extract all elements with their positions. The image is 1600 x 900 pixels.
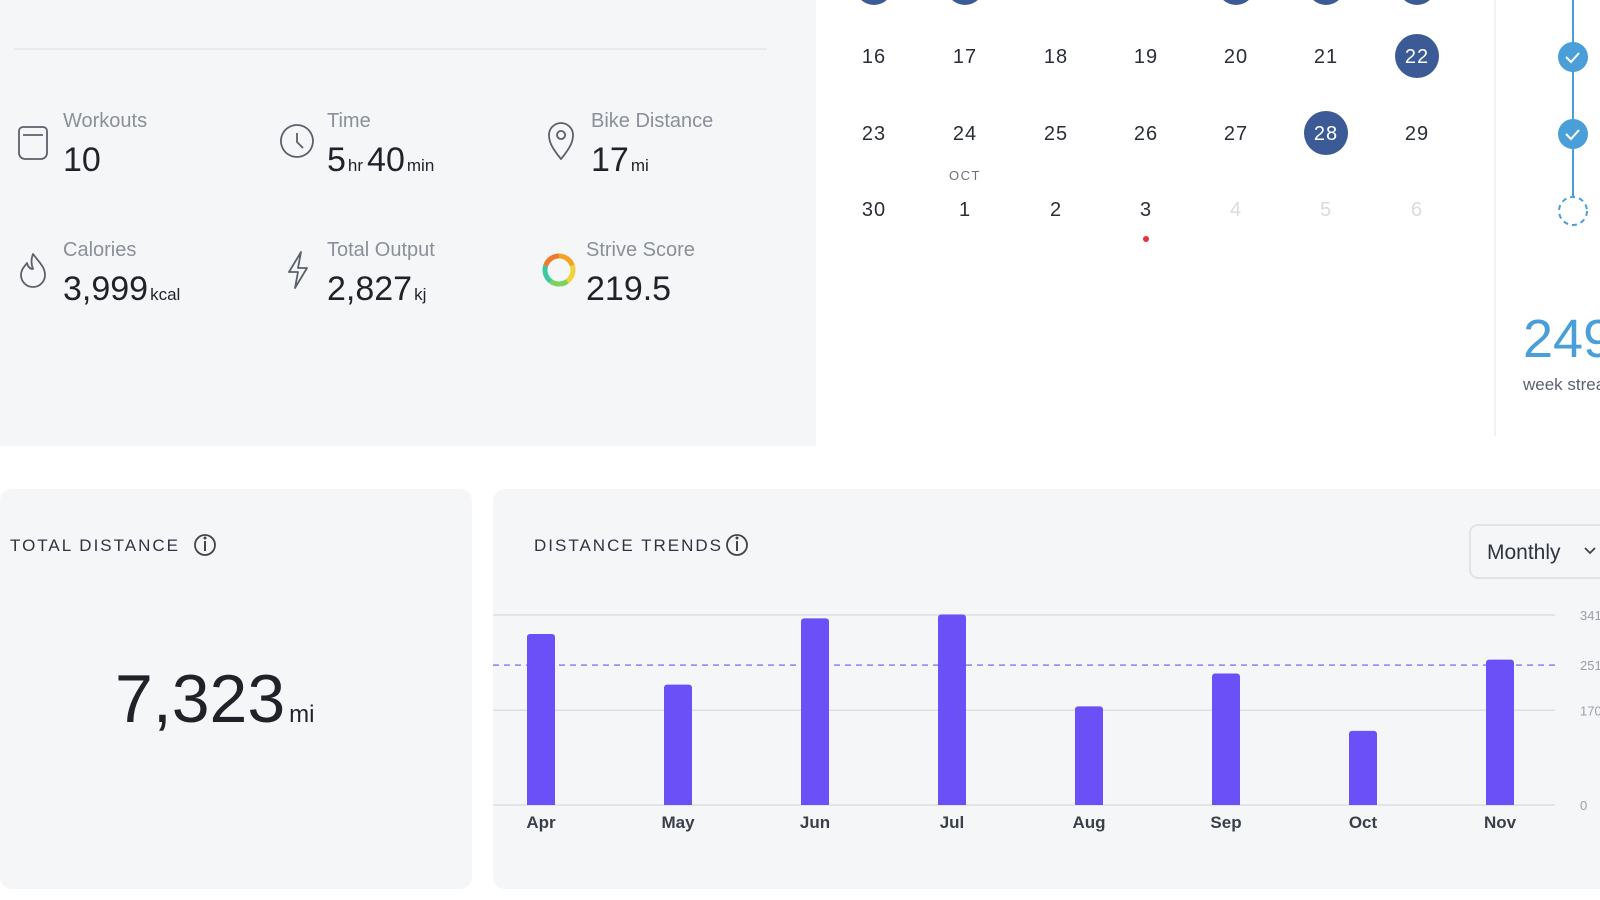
calendar-background: [816, 0, 1600, 446]
x-tick-label: Apr: [526, 813, 556, 832]
info-icon[interactable]: [194, 534, 216, 556]
selected-day: [1395, 34, 1439, 78]
section-title: TOTAL DISTANCE: [10, 536, 180, 555]
calendar-day: 3: [1140, 199, 1152, 221]
stat-label: Workouts: [63, 110, 147, 132]
section-title: DISTANCE TRENDS: [534, 536, 723, 555]
bar: [1212, 673, 1240, 805]
total-distance-unit: mi: [289, 701, 314, 728]
total-distance-value: 7,323: [115, 661, 285, 737]
stat-label: Bike Distance: [591, 110, 713, 132]
calendar-day: 19: [1134, 46, 1158, 68]
total-distance-panel: [0, 489, 472, 889]
calendar-day: 24: [953, 123, 977, 145]
calendar-day: 5: [1320, 199, 1332, 221]
x-tick-label: Aug: [1072, 813, 1105, 832]
x-tick-label: Oct: [1349, 813, 1378, 832]
stat-value: 17 mi: [591, 141, 649, 179]
y-tick-label: 251: [1580, 658, 1600, 673]
stat-value: 10: [63, 141, 101, 179]
stat-unit: kcal: [150, 285, 180, 304]
calendar-previous-row: [861, 0, 1430, 5]
stat-number: 5: [327, 141, 346, 179]
month-label: OCT: [949, 168, 981, 183]
bar: [527, 633, 555, 805]
strive-ring: [542, 264, 553, 284]
stat-label: Strive Score: [586, 239, 695, 261]
bar: [1075, 706, 1103, 805]
calendar-day: 6: [1411, 199, 1423, 221]
stat-unit: min: [407, 156, 434, 175]
calendar-day: 29: [1405, 123, 1429, 145]
stat-icon: [18, 126, 48, 160]
calendar-day: 20: [1224, 46, 1248, 68]
calendar-day: 21: [1314, 46, 1338, 68]
stat-icon: [280, 124, 314, 158]
stat-number: 3,999: [63, 270, 148, 308]
strive-ring: [565, 264, 576, 284]
stat-label: Time: [327, 110, 371, 132]
bar: [1349, 730, 1377, 805]
x-tick-label: Nov: [1484, 813, 1517, 832]
strive-ring: [543, 253, 560, 267]
y-tick-label: 170: [1580, 703, 1600, 718]
x-tick-label: Sep: [1210, 813, 1241, 832]
streak-label: week streak: [1522, 375, 1600, 394]
calendar-day: 4: [1230, 199, 1242, 221]
calendar-day: 23: [862, 123, 886, 145]
period-dropdown[interactable]: Monthly: [1469, 524, 1600, 579]
bar: [938, 614, 966, 805]
stat-icon: [548, 122, 574, 160]
stat-number: 17: [591, 141, 629, 179]
total-distance: 7,323 mi: [115, 661, 315, 737]
stat-value: 219.5: [586, 270, 671, 308]
stat-value: 2,827 kj: [327, 270, 426, 308]
stat-value: 5 hr 40 min: [327, 141, 434, 179]
stat-label: Total Output: [327, 239, 435, 261]
x-tick-label: May: [661, 813, 695, 832]
calendar-day: 17: [953, 46, 977, 68]
stat-number: 2,827: [327, 270, 412, 308]
x-tick-label: Jun: [800, 813, 830, 832]
stats-panel: [0, 0, 816, 446]
y-tick-label: 341: [1580, 608, 1600, 623]
calendar-day: 16: [862, 46, 886, 68]
strive-ring: [558, 253, 575, 267]
bar: [1486, 659, 1514, 805]
period-label: Monthly: [1487, 541, 1561, 564]
stat-number: 40: [367, 141, 405, 179]
stat-unit: mi: [631, 156, 649, 175]
x-tick-label: Jul: [940, 813, 965, 832]
y-tick-label: 0: [1580, 798, 1587, 813]
stat-icon: [20, 253, 46, 288]
calendar-day: 26: [1134, 123, 1158, 145]
stat-unit: kj: [414, 285, 426, 304]
bar: [801, 618, 829, 805]
workout-dot: [1143, 236, 1149, 242]
stat-label: Calories: [63, 239, 136, 261]
calendar-day: 27: [1224, 123, 1248, 145]
streak-value: 249: [1523, 309, 1600, 369]
streak-timeline: [1558, 0, 1588, 226]
stat-icon: [288, 251, 308, 289]
calendar-day: 1: [959, 199, 971, 221]
calendar-day: 22: [1405, 46, 1429, 68]
distance-trends-panel: [493, 489, 1600, 889]
info-icon[interactable]: [726, 534, 748, 556]
calendar-day: 2: [1050, 199, 1062, 221]
calendar-day: 25: [1044, 123, 1068, 145]
calendar-day: 18: [1044, 46, 1068, 68]
stat-number: 10: [63, 141, 101, 179]
stat-number: 219.5: [586, 270, 671, 308]
stat-unit: hr: [348, 156, 363, 175]
calendar-day: 30: [862, 199, 886, 221]
selected-day: [1304, 111, 1348, 155]
stat-value: 3,999 kcal: [63, 270, 180, 308]
strive-ring: [549, 279, 569, 287]
bar: [664, 684, 692, 805]
calendar-day: 28: [1314, 123, 1338, 145]
